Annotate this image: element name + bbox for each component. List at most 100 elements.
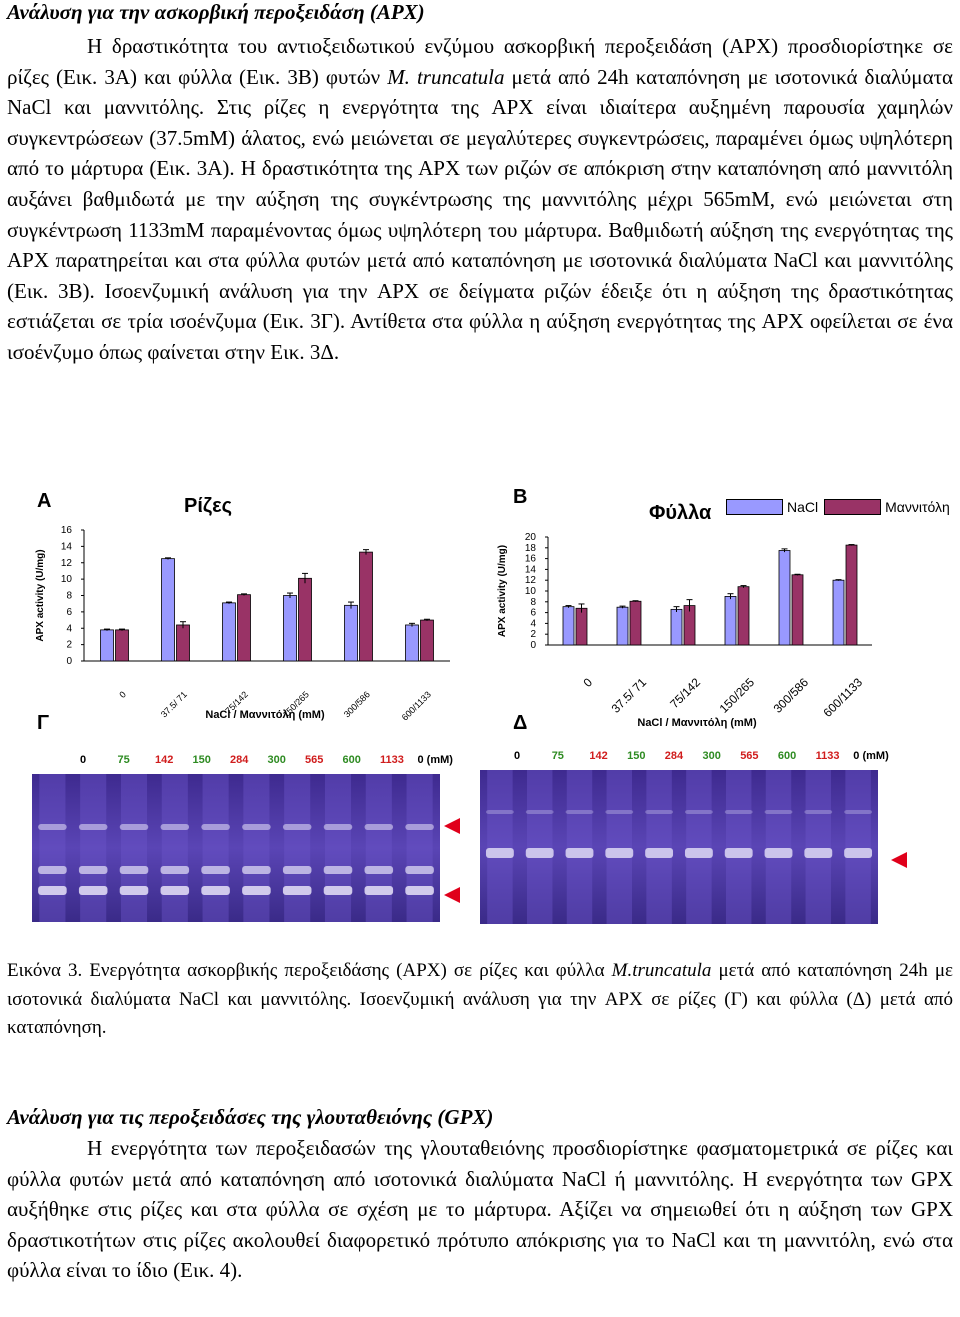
y-tick-label: 12: [61, 558, 73, 569]
legend-label-mannitol: Μαννιτόλη: [885, 499, 950, 515]
gel-band: [844, 810, 873, 814]
y-axis-label: APX activity (U/mg): [35, 549, 46, 641]
gel-band: [405, 886, 434, 895]
gel-lane: [284, 774, 311, 922]
y-tick-label: 10: [61, 574, 73, 585]
gel-band: [645, 810, 674, 814]
gel-band: [405, 824, 434, 830]
gel-band: [38, 866, 67, 874]
isoenzyme-arrow-1: [444, 818, 460, 834]
gel-lane-label: 565: [305, 754, 324, 766]
gel-lane-label: 600: [777, 750, 797, 762]
gel-band: [242, 886, 271, 895]
gel-lane-label: 0: [80, 754, 87, 766]
bar-nacl: [724, 596, 737, 646]
gel-band: [364, 886, 394, 895]
gel-band: [323, 866, 353, 874]
x-category-label: 600/1133: [820, 675, 865, 720]
chart-legend: NaCl Μαννιτόλη: [726, 499, 950, 515]
gel-band: [684, 810, 713, 814]
x-category-label: 300/586: [342, 689, 372, 719]
gel-band: [38, 824, 67, 830]
gel-band: [242, 824, 271, 830]
x-category-label: 0: [117, 689, 128, 700]
gpx-paragraph: Η ενεργότητα των περοξειδασών της γλουτα…: [7, 1133, 953, 1286]
y-tick-label: 6: [530, 608, 536, 619]
x-category-label: 150/265: [717, 675, 758, 716]
bar-nacl: [670, 608, 683, 646]
bar-nacl: [616, 606, 629, 646]
caption-species: M.truncatula: [611, 960, 712, 981]
gel-band: [201, 886, 230, 895]
gel-band: [724, 848, 753, 858]
y-tick-label: 10: [525, 586, 537, 597]
panel-label-a: A: [37, 490, 52, 512]
apx-paragraph-run-3: μετά από 24h καταπόνηση με ισοτονικά δια…: [7, 64, 954, 364]
bar-nacl: [222, 602, 236, 662]
bar-mannitol: [575, 607, 588, 646]
bar-mannitol: [791, 574, 804, 646]
gel-lane: [406, 774, 433, 922]
bar-mannitol: [176, 624, 190, 662]
y-tick-label: 18: [525, 543, 537, 554]
gel-band: [525, 848, 554, 858]
gel-band: [364, 866, 394, 874]
x-category-label: 0: [580, 675, 595, 690]
bar-nacl: [778, 550, 791, 646]
bar-mannitol: [737, 586, 750, 646]
bar-nacl: [283, 595, 297, 662]
y-tick-label: 12: [525, 575, 537, 586]
gel-band: [844, 848, 873, 858]
gel-lane-label: 150: [627, 750, 646, 762]
gel-band: [565, 810, 594, 814]
bar-mannitol: [629, 600, 642, 646]
gel-background: [480, 770, 878, 924]
y-tick-label: 14: [525, 564, 537, 575]
gel-lane: [80, 774, 107, 922]
gel-lane: [845, 770, 871, 924]
chart-title: Ρίζες: [184, 495, 232, 517]
gel-band: [525, 810, 554, 814]
bar-nacl: [161, 558, 175, 662]
gel-lane-label: 1133: [815, 750, 840, 762]
gel-band: [282, 866, 312, 874]
gel-band: [160, 886, 190, 895]
x-category-label: 300/586: [771, 675, 812, 716]
gel-band: [242, 866, 271, 874]
panel-label-d: Δ: [513, 712, 528, 734]
species-name: M. truncatula: [387, 64, 505, 89]
gel-lane: [39, 774, 66, 922]
gel-band: [323, 886, 353, 895]
gel-lane-label: 300: [702, 750, 721, 762]
apx-paragraph: Η δραστικότητα του αντιοξειδωτικού ενζύμ…: [7, 31, 953, 368]
gel-band: [38, 886, 67, 895]
figure-caption: Εικόνα 3. Ενεργότητα ασκορβικής περοξειδ…: [7, 957, 953, 1043]
gel-band: [323, 824, 353, 830]
isoenzyme-arrow-2: [444, 887, 460, 903]
gel-band: [78, 866, 108, 874]
gel-lane-label: 1133: [380, 754, 404, 766]
gel-lane: [805, 770, 832, 924]
y-tick-label: 16: [525, 554, 537, 565]
gel-lane: [526, 770, 553, 924]
gel-lane: [120, 774, 148, 922]
isoenzyme-arrow-3: [891, 852, 907, 868]
gel-band: [282, 824, 312, 830]
panel-label-g: Γ: [37, 712, 50, 734]
y-tick-label: 8: [530, 597, 536, 608]
legend-swatch-mannitol: [824, 499, 882, 515]
y-tick-label: 4: [66, 623, 72, 634]
gel-lane: [365, 774, 392, 922]
gel-lane: [566, 770, 593, 924]
gel-lane: [646, 770, 672, 924]
y-tick-label: 20: [525, 532, 537, 543]
gel-lane-label: 75: [551, 750, 564, 762]
gel-band: [160, 866, 190, 874]
x-axis-label: NaCl / Μαννιτόλη (mM): [205, 709, 325, 721]
roots-apx-chart: Ρίζες APX activity (U/mg) 0 2 4 6 8 10 12 14 16 0 37…: [35, 495, 450, 722]
gel-band: [160, 824, 190, 830]
gel-band: [282, 886, 312, 895]
x-axis-label: NaCl / Μαννιτόλη (mM): [637, 717, 757, 729]
gel-band: [724, 810, 753, 814]
